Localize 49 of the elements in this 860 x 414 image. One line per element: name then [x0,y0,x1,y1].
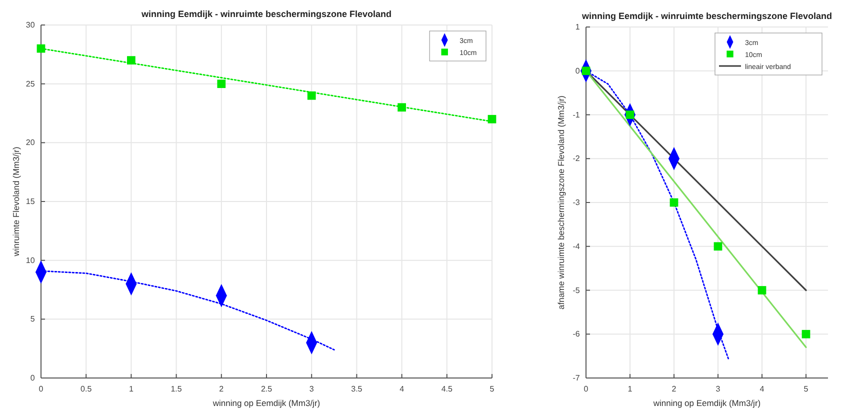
x-axis-title: winning op Eemdijk (Mm3/jr) [652,398,761,408]
x-tick-label: 3.5 [351,384,363,394]
y-axis-title: winruimte Flevoland (Mm3/jr) [11,146,21,258]
point [127,56,136,64]
y-axis-title: afname winruimte beschermingszone Flevoland (Mm3/jr) [556,95,566,310]
x-tick-label: 1 [128,384,134,394]
y-tick-label: 15 [26,197,36,206]
x-tick-label: 1.5 [170,384,182,394]
y-tick-label: -5 [572,286,580,295]
point [758,286,766,294]
y-tick-label: -6 [572,330,580,339]
y-tick-label: -2 [572,154,580,164]
x-tick-label: 0.5 [80,384,92,394]
y-tick-label: -3 [572,198,580,208]
chart-title: winning Eemdijk - winruimte beschermingszone Flevoland [580,11,832,21]
point [488,114,496,124]
y-tick-label: 10 [26,256,36,265]
x-tick-label: 4 [760,384,765,394]
x-tick-label: 5 [804,384,809,394]
y-tick-label: 30 [26,20,36,30]
x-tick-label: 3 [309,384,314,394]
x-tick-label: 0 [38,384,44,394]
y-tick-label: 0 [575,66,580,76]
x-tick-label: 5 [490,384,495,394]
x-tick-label: 0 [584,384,589,394]
point [217,80,226,88]
y-tick-label: 5 [30,314,36,324]
x-tick-label: 3 [716,384,721,394]
x-tick-label: 1 [628,384,633,394]
y-tick-label: -4 [572,242,580,251]
point [307,91,316,100]
y-tick-label: -7 [572,374,580,383]
point [802,330,810,338]
y-tick-label: 1 [575,22,580,32]
x-tick-label: 4 [400,384,405,394]
y-tick-label: 0 [30,374,36,383]
y-tick-label: 25 [26,79,36,88]
chart-title: winning Eemdijk - winruimte beschermingszone Flevoland [140,9,392,19]
point [36,44,46,53]
y-tick-label: -1 [572,110,580,120]
y-tick-label: 20 [26,138,36,148]
x-tick-label: 4.5 [441,384,454,394]
x-tick-label: 2 [672,384,677,394]
point [398,103,406,112]
point [714,242,722,251]
x-tick-label: 2 [219,384,224,394]
x-axis-title: winning op Eemdijk (Mm3/jr) [212,398,320,408]
point [670,198,678,207]
x-tick-label: 2.5 [260,384,273,394]
